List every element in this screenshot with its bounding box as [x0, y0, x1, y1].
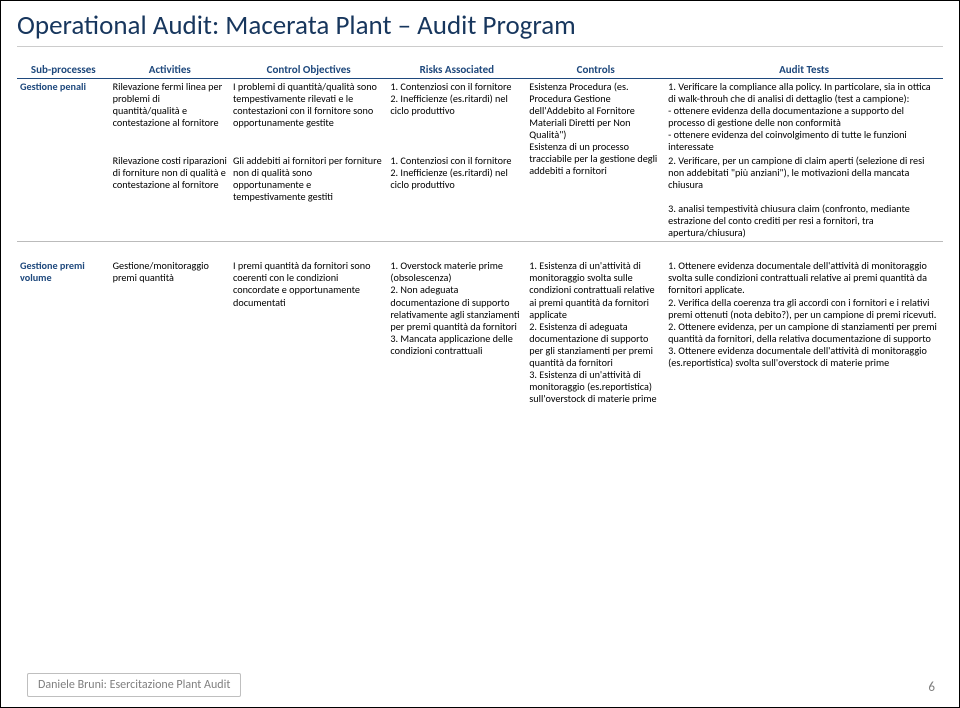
cell-activity: Rilevazione fermi linea per problemi di …	[110, 79, 230, 156]
cell-test: 1. Verificare la compliance alla policy.…	[665, 79, 943, 156]
cell-activity: Gestione/monitoraggio premi quantità	[110, 242, 230, 407]
col-controls: Controls	[526, 61, 665, 79]
col-tests: Audit Tests	[665, 61, 943, 79]
cell-risk: 1. Contenziosi con il fornitore2. Ineffi…	[387, 155, 526, 242]
cell-test: 1. Ottenere evidenza documentale dell'at…	[665, 242, 943, 407]
cell-risk: 1. Overstock materie prime (obsolescenza…	[387, 242, 526, 407]
slide: Operational Audit: Macerata Plant – Audi…	[0, 0, 960, 708]
cell-objective: I problemi di quantità/qualità sono temp…	[230, 79, 387, 156]
footer-author: Daniele Bruni: Esercitazione Plant Audit	[27, 673, 241, 697]
cell-control: 1. Esistenza di un'attività di monitorag…	[526, 242, 665, 407]
table-row: Rilevazione costi riparazioni di fornitu…	[17, 155, 943, 242]
table-header-row: Sub-processes Activities Control Objecti…	[17, 61, 943, 79]
cell-objective: Gli addebiti ai fornitori per forniture …	[230, 155, 387, 242]
cell-test: 2. Verificare, per un campione di claim …	[665, 155, 943, 242]
table-row: Gestione premi volume Gestione/monitorag…	[17, 242, 943, 407]
col-activities: Activities	[110, 61, 230, 79]
col-subprocesses: Sub-processes	[17, 61, 110, 79]
cell-subprocess: Gestione premi volume	[17, 242, 110, 407]
cell-subprocess	[17, 155, 110, 242]
cell-control: Esistenza Procedura (es. Procedura Gesti…	[526, 79, 665, 242]
cell-objective: I premi quantità da fornitori sono coere…	[230, 242, 387, 407]
audit-table: Sub-processes Activities Control Objecti…	[17, 61, 943, 407]
cell-activity: Rilevazione costi riparazioni di fornitu…	[110, 155, 230, 242]
table-row: Gestione penali Rilevazione fermi linea …	[17, 79, 943, 156]
col-objectives: Control Objectives	[230, 61, 387, 79]
cell-subprocess: Gestione penali	[17, 79, 110, 156]
page-number: 6	[928, 680, 935, 695]
cell-risk: 1. Contenziosi con il fornitore2. Ineffi…	[387, 79, 526, 156]
col-risks: Risks Associated	[387, 61, 526, 79]
page-title: Operational Audit: Macerata Plant – Audi…	[17, 9, 943, 47]
